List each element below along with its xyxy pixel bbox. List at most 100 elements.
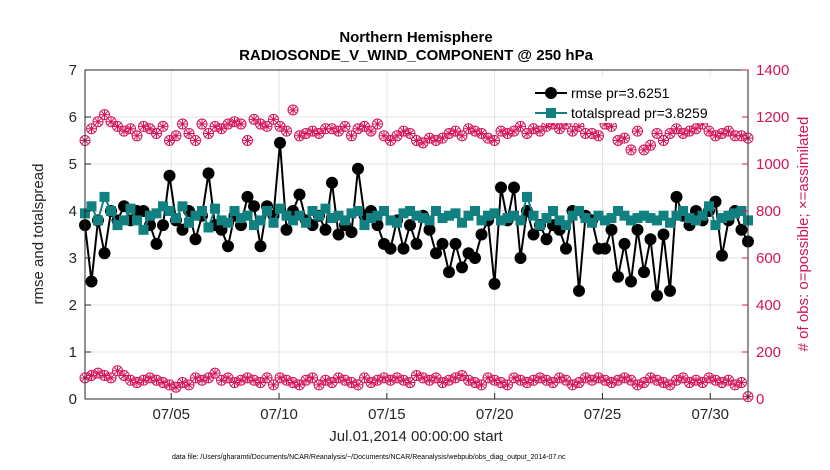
possible-low-point: [404, 377, 416, 389]
assimilated-point: [639, 145, 649, 155]
assimilated-point: [126, 124, 135, 134]
y-tick-label: 1: [69, 344, 77, 361]
assimilated-point: [334, 126, 343, 136]
assimilated-low-point: [652, 375, 662, 385]
assimilated-point: [256, 119, 265, 129]
y-right-tick-label: 600: [756, 250, 781, 267]
totalspread-point: [418, 213, 428, 224]
assimilated-point: [620, 133, 629, 143]
rmse-point: [527, 228, 540, 241]
possible-low-point: [378, 372, 390, 384]
assimilated-low-point: [477, 380, 486, 390]
possible-point: [489, 135, 500, 146]
rmse-point: [735, 223, 748, 236]
possible-point: [242, 135, 253, 146]
possible-low-point: [274, 372, 286, 384]
possible-point: [339, 120, 351, 132]
possible-low-point: [372, 374, 383, 386]
possible-low-point: [593, 372, 604, 384]
y-tick-label: 2: [69, 297, 77, 314]
rmse-point: [644, 233, 657, 246]
possible-low-point: [443, 374, 455, 386]
rmse-point: [599, 242, 611, 255]
series-totalspread: [80, 191, 753, 235]
assimilated-low-point: [210, 368, 220, 378]
rmse-point: [98, 247, 111, 260]
assimilated-point: [704, 126, 714, 136]
possible-point: [86, 123, 97, 135]
possible-point: [632, 125, 643, 137]
possible-point: [255, 118, 266, 130]
possible-point: [157, 120, 169, 132]
assimilated-low-point: [730, 380, 740, 390]
totalspread-point: [203, 222, 214, 233]
assimilated-low-point: [191, 373, 200, 383]
assimilated-low-point: [717, 378, 727, 388]
totalspread-point: [606, 213, 617, 224]
assimilated-low-point: [431, 373, 441, 383]
assimilated-low-point: [496, 378, 506, 388]
possible-point: [515, 120, 526, 132]
assimilated-point: [197, 119, 207, 129]
assimilated-low-point: [561, 375, 571, 385]
totalspread-point: [645, 213, 656, 224]
totalspread-point: [229, 206, 240, 216]
possible-point: [229, 116, 240, 128]
assimilated-point: [633, 126, 642, 136]
assimilated-point: [145, 124, 155, 134]
totalspread-point: [236, 213, 246, 224]
totalspread-point: [268, 217, 279, 228]
assimilated-point: [483, 133, 493, 143]
assimilated-point: [672, 124, 681, 134]
totalspread-point: [580, 213, 591, 224]
assimilated-low-point: [620, 373, 629, 383]
rmse-point: [163, 169, 176, 182]
assimilated-low-point: [594, 373, 603, 383]
y-tick-label: 5: [69, 156, 77, 173]
possible-low-point: [235, 374, 247, 386]
possible-point: [346, 130, 357, 142]
possible-point: [677, 127, 689, 139]
assimilated-point: [652, 128, 662, 138]
assimilated-point: [386, 136, 395, 145]
assimilated-point: [178, 119, 187, 129]
totalspread-point: [262, 206, 272, 216]
assimilated-point: [340, 121, 350, 131]
possible-low-point: [105, 372, 117, 384]
totalspread-point: [119, 215, 129, 226]
assimilated-low-point: [386, 375, 395, 385]
totalspread-point: [600, 215, 610, 226]
totalspread-point: [548, 206, 558, 216]
totalspread-point: [541, 213, 552, 224]
totalspread-point: [463, 210, 474, 221]
possible-point: [710, 130, 721, 142]
totalspread-point: [216, 215, 227, 226]
possible-low-point: [716, 377, 728, 389]
totalspread-point: [502, 213, 513, 224]
possible-point: [203, 127, 214, 139]
rmse-point: [85, 275, 98, 288]
assimilated-point: [87, 124, 96, 134]
possible-point: [716, 127, 728, 139]
rmse-point: [189, 233, 202, 246]
assimilated-point: [93, 117, 103, 127]
rmse-point: [397, 242, 410, 255]
rmse-point: [280, 223, 293, 236]
totalspread-point: [424, 215, 435, 226]
possible-low-point: [482, 372, 494, 384]
assimilated-low-point: [321, 375, 330, 385]
assimilated-low-point: [340, 375, 350, 385]
totalspread-point: [164, 206, 175, 216]
totalspread-point: [145, 210, 155, 221]
possible-low-point: [554, 372, 565, 384]
assimilated-point: [451, 126, 460, 136]
assimilated-low-point: [412, 371, 421, 380]
assimilated-low-point: [425, 375, 434, 385]
totalspread-point: [255, 215, 266, 226]
assimilated-point: [646, 140, 655, 150]
assimilated-point: [282, 126, 291, 136]
assimilated-point: [548, 119, 558, 129]
totalspread-point: [366, 213, 376, 224]
assimilated-point: [509, 126, 519, 136]
possible-low-point: [307, 372, 318, 384]
